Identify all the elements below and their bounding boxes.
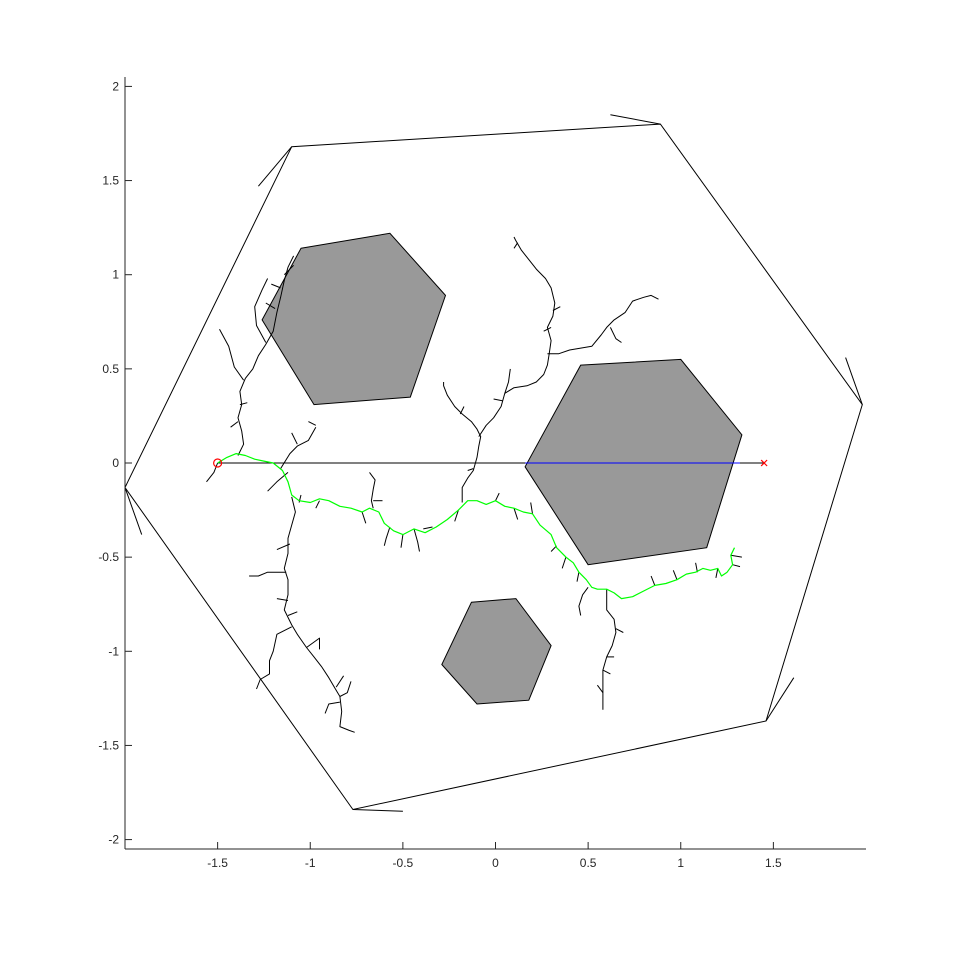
tree-branch-32 <box>454 509 459 522</box>
y-tick-label: -2 <box>108 833 119 847</box>
tree-branch-14 <box>276 543 291 551</box>
tree-branch-2 <box>219 329 245 381</box>
obstacle-1 <box>261 232 447 406</box>
tree-branch-36 <box>547 294 659 355</box>
tree-branch-30 <box>413 528 420 552</box>
tree-branch-10 <box>291 432 298 445</box>
tree-branch-26 <box>369 472 376 509</box>
tree-branch-49 <box>576 572 580 582</box>
tree-branch-24 <box>315 500 320 509</box>
tree-branch-13 <box>283 496 355 733</box>
tree-branch-39 <box>552 306 561 311</box>
tree-branch-22 <box>324 701 340 714</box>
tree-branch-25 <box>361 511 367 524</box>
tree-branch-52 <box>615 628 624 633</box>
tree-branch-1 <box>237 255 295 456</box>
boundary-corner-mark-1 <box>258 146 293 187</box>
tree-branch-38 <box>543 326 552 332</box>
boundary-corner-mark-3 <box>845 357 863 405</box>
tree-branch-6 <box>283 264 294 276</box>
goal-marker <box>760 459 768 467</box>
tree-branch-57 <box>672 570 678 580</box>
tree-branch-48 <box>561 556 567 569</box>
y-tick-label: -1 <box>108 644 119 658</box>
y-tick-label: 1.5 <box>102 174 119 188</box>
tree-branch-50 <box>578 587 589 616</box>
goal-marker-stroke-2 <box>760 459 768 467</box>
tree-branch-31 <box>423 526 433 530</box>
tree-branch-8 <box>230 421 239 428</box>
tree-branch-17 <box>287 611 298 616</box>
tree-branch-59 <box>730 554 742 558</box>
tree-branch-61 <box>715 568 719 578</box>
tree-branch-56 <box>650 575 656 586</box>
boundary-corner-mark-2 <box>610 114 661 125</box>
y-tick-label: 2 <box>112 79 119 93</box>
found-path-layer <box>217 453 736 600</box>
y-ticks: -2 -1.5 -1 -0.5 0 0.5 1 1.5 2 <box>98 79 132 847</box>
tree-branch-7 <box>239 402 248 406</box>
tree-branch-29 <box>400 534 404 548</box>
tree-branch-54 <box>602 669 611 675</box>
obstacle-3 <box>441 598 552 705</box>
y-tick-label: 0.5 <box>102 362 119 376</box>
tree-branch-16 <box>276 598 289 601</box>
markers-layer <box>213 458 768 468</box>
tree-branch-35 <box>504 236 556 394</box>
start-marker <box>213 458 223 468</box>
tree-branch-58 <box>695 562 698 573</box>
found-path <box>217 453 736 600</box>
tree-branch-4 <box>265 302 276 310</box>
x-tick-label: -1.5 <box>207 856 228 870</box>
tree-branch-9 <box>280 426 317 469</box>
tree-branch-37 <box>609 327 622 343</box>
tree-branch-11 <box>308 421 317 426</box>
tree-branch-21 <box>339 681 352 697</box>
tree-branch-41 <box>493 398 504 402</box>
x-ticks: -1.5 -1 -0.5 0 0.5 1 1.5 <box>207 842 782 870</box>
tree-branch-15 <box>249 571 287 577</box>
y-tick-label: -0.5 <box>98 550 119 564</box>
tree-branch-60 <box>732 564 741 568</box>
x-tick-label: 0.5 <box>580 856 597 870</box>
x-tick-label: 1.5 <box>765 856 782 870</box>
y-tick-label: 0 <box>112 456 119 470</box>
obstacles-layer <box>261 232 743 705</box>
tree-branch-18 <box>256 626 292 690</box>
x-tick-label: 1 <box>677 856 684 870</box>
tree-branch-40 <box>513 242 519 249</box>
tree-branch-34 <box>478 368 511 437</box>
x-tick-label: -1 <box>305 856 316 870</box>
tree-branch-5 <box>271 283 281 289</box>
tree-branch-45 <box>513 508 519 520</box>
tree-branch-3 <box>254 278 269 343</box>
tree-branch-43 <box>467 468 474 471</box>
y-tick-label: -1.5 <box>98 738 119 752</box>
tree-branch-46 <box>530 502 533 514</box>
obstacle-2 <box>524 358 743 566</box>
tree-branch-20 <box>335 675 345 688</box>
x-tick-label: -0.5 <box>393 856 414 870</box>
tree-branch-28 <box>383 526 391 546</box>
x-tick-label: 0 <box>492 856 499 870</box>
tree-branch-42 <box>459 406 465 415</box>
tree-branch-62 <box>206 462 219 483</box>
rrt-tree-layer <box>206 236 742 733</box>
tree-branch-51 <box>602 589 617 710</box>
boundary-corner-mark-5 <box>352 809 403 812</box>
boundary-corner-mark-4 <box>765 677 795 722</box>
boundary-corner-mark-6 <box>124 487 143 535</box>
tree-branch-33 <box>443 382 482 503</box>
workspace-boundary-layer <box>124 114 863 812</box>
tree-branch-44 <box>495 492 500 501</box>
y-tick-label: 1 <box>112 268 119 282</box>
tree-branch-19 <box>306 637 320 650</box>
tree-branch-55 <box>596 684 604 693</box>
